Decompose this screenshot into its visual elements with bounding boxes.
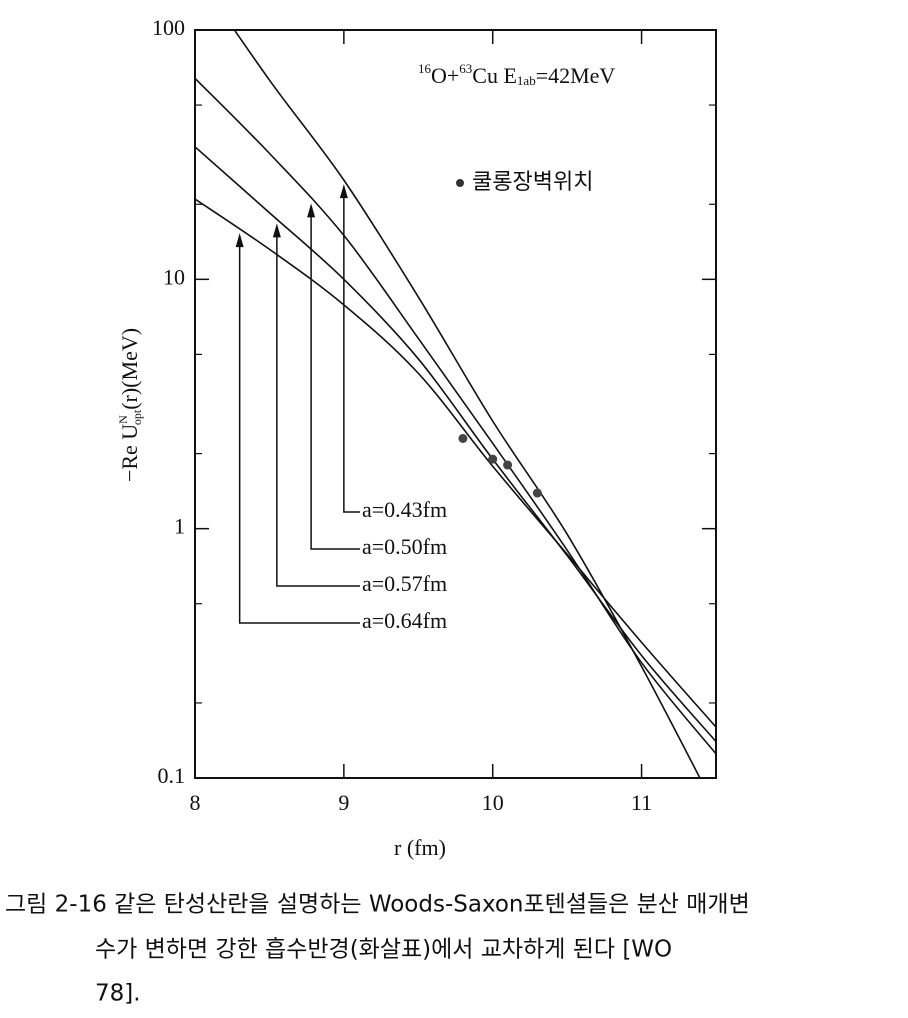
barrier-dot	[532, 488, 542, 498]
y-tick-label: 10	[163, 264, 185, 289]
barrier-dot	[488, 454, 498, 464]
arrow-head	[307, 203, 316, 218]
series-label: a=0.50fm	[362, 534, 447, 559]
title-part: Cu E	[472, 63, 517, 88]
arrow	[310, 215, 360, 550]
series-line	[195, 198, 716, 728]
x-tick-label: 8	[190, 790, 201, 815]
title-part: 16	[418, 61, 432, 76]
title-part: =42MeV	[536, 63, 616, 88]
y-label-part: (r)(MeV)	[117, 328, 142, 410]
series-label: a=0.64fm	[362, 608, 447, 633]
y-label-part: −Re U	[117, 424, 142, 482]
barrier-dot	[458, 433, 468, 443]
series-line	[195, 77, 716, 755]
plot-frame	[194, 29, 717, 779]
series-label: a=0.43fm	[362, 497, 447, 522]
arrow-head	[339, 184, 348, 199]
x-tick-label: 9	[338, 790, 349, 815]
title-part: O+	[431, 63, 459, 88]
x-tick-label: 10	[482, 790, 504, 815]
plot-area	[195, 30, 716, 778]
legend-marker	[456, 179, 464, 187]
arrow	[343, 196, 360, 513]
y-label-part: opt	[130, 409, 144, 425]
barrier-dot	[503, 460, 513, 470]
x-axis-label: r (fm)	[394, 835, 446, 860]
y-tick-label: 100	[152, 15, 185, 40]
series-line	[195, 146, 716, 743]
arrow	[276, 235, 360, 587]
caption-line: 수가 변하면 강한 흡수반경(화살표)에서 교차하게 된다 [WO	[95, 937, 672, 963]
title-part: 63	[459, 61, 472, 76]
caption-line: 그림 2-16 같은 탄성산란을 설명하는 Woods-Saxon포텐셜들은 분…	[5, 892, 750, 918]
title-part: 1ab	[517, 73, 536, 88]
y-axis-label: −Re UNopt(r)(MeV)	[116, 328, 144, 482]
arrow-head	[235, 233, 244, 248]
legend-label: 쿨롱장벽위치	[472, 170, 593, 195]
series-line	[233, 30, 701, 778]
arrow	[238, 245, 360, 624]
y-tick-label: 1	[174, 514, 185, 539]
chart-title: 16O+63Cu E1ab=42MeV	[418, 61, 615, 88]
y-label-part: N	[116, 415, 130, 424]
series-label: a=0.57fm	[362, 571, 447, 596]
y-tick-label: 0.1	[158, 763, 186, 788]
caption-line: 78].	[95, 981, 141, 1007]
arrow-head	[272, 223, 281, 238]
x-tick-label: 11	[631, 790, 652, 815]
